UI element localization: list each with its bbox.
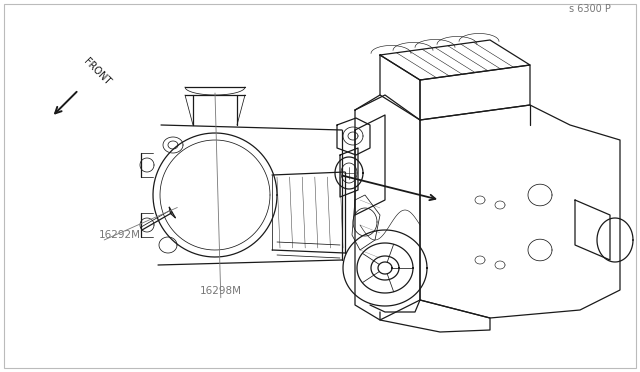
Text: s 6300 P: s 6300 P: [570, 4, 611, 14]
Text: FRONT: FRONT: [82, 56, 112, 87]
Text: 16298M: 16298M: [200, 286, 242, 296]
Text: 16292M: 16292M: [99, 230, 141, 240]
